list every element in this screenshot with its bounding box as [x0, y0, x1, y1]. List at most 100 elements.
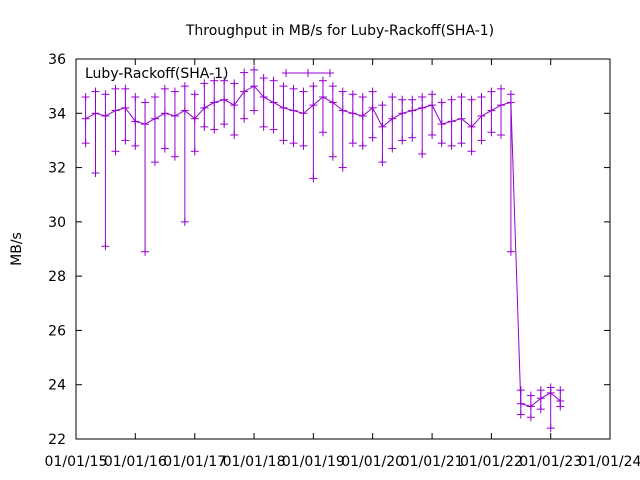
series-0-point-13 [210, 98, 219, 107]
series-0-low-point-25 [328, 152, 337, 161]
series-0-low-point-36 [437, 139, 446, 148]
series-0-high-point-48 [556, 386, 565, 395]
series-0-low-point-44 [516, 410, 525, 419]
series-0-point-9 [170, 112, 179, 120]
x-tick-label-2: 01/01/17 [163, 454, 226, 470]
series-0-high-point-38 [457, 93, 466, 101]
series-0-point-43 [506, 98, 515, 107]
series-0-high-point-4 [121, 84, 130, 93]
series-0-high-point-15 [230, 79, 239, 88]
series-0-high-point-37 [447, 95, 456, 104]
series-0-point-14 [220, 95, 229, 104]
x-tick-label-6: 01/01/21 [401, 454, 464, 470]
series-0-low-point-19 [269, 125, 278, 134]
series-0-low-point-41 [487, 128, 496, 137]
series-0-high-point-33 [408, 95, 417, 104]
series-group [81, 65, 565, 433]
series-0-high-point-39 [467, 95, 476, 104]
series-0-high-point-1 [91, 87, 100, 96]
series-0-low-point-35 [428, 131, 437, 139]
series-0-low-point-2 [101, 242, 110, 251]
series-0-low-point-28 [358, 141, 367, 150]
series-0-low-point-9 [170, 152, 179, 161]
series-0-point-20 [279, 103, 288, 112]
series-0-low-point-30 [378, 158, 387, 167]
series-0-high-point-36 [437, 98, 446, 107]
legend-marker-0 [282, 69, 290, 77]
series-0-low-point-27 [348, 139, 357, 148]
series-0-point-16 [240, 87, 249, 96]
series-0-high-point-20 [279, 82, 288, 91]
series-0-point-0 [81, 114, 90, 123]
series-0-high-point-16 [240, 68, 249, 77]
series-0-high-point-7 [150, 93, 159, 101]
series-0-high-point-26 [338, 87, 347, 96]
series-0-low-point-13 [210, 125, 219, 134]
series-0-point-17 [250, 82, 259, 91]
series-0-high-point-8 [160, 84, 169, 93]
series-0-high-point-13 [210, 76, 219, 85]
series-0-high-point-3 [111, 84, 120, 93]
series-0-point-39 [467, 122, 476, 131]
series-0-low-point-7 [150, 158, 159, 167]
series-0-high-point-14 [220, 76, 229, 85]
series-0-low-point-15 [230, 131, 239, 139]
series-0-point-33 [408, 106, 417, 115]
series-0-high-point-21 [289, 84, 298, 93]
series-0-low-point-22 [299, 141, 308, 150]
series-0-point-15 [230, 101, 239, 110]
series-0-point-4 [121, 103, 130, 112]
series-0-point-22 [299, 109, 308, 118]
series-0-point-41 [487, 106, 496, 115]
y-ticks: 22 24 26 28 30 32 34 36 [48, 52, 610, 448]
y-axis-label: MB/s [9, 232, 25, 266]
series-0-low-point-6 [141, 247, 150, 256]
series-0-high-point-44 [516, 386, 525, 395]
series-0-point-11 [190, 114, 199, 123]
series-0-point-7 [150, 114, 159, 123]
x-tick-label-8: 01/01/23 [519, 454, 582, 470]
y-tick-label-2: 26 [48, 323, 66, 339]
series-0-high-point-29 [368, 87, 377, 96]
series-0-point-19 [269, 98, 278, 107]
series-0-low-point-0 [81, 139, 90, 148]
series-0-low-point-1 [91, 169, 100, 177]
series-0-point-45 [526, 402, 535, 411]
series-0-point-5 [131, 117, 140, 126]
series-0-low-point-4 [121, 136, 130, 145]
series-0-point-23 [309, 101, 318, 110]
series-0-low-point-37 [447, 141, 456, 150]
series-0-high-point-11 [190, 90, 199, 99]
series-0-high-point-23 [309, 82, 318, 91]
series-0-high-point-6 [141, 98, 150, 107]
series-0-high-point-12 [200, 79, 209, 88]
series-0-high-point-47 [546, 383, 555, 392]
series-0-high-point-22 [299, 87, 308, 96]
series-0-point-40 [477, 112, 486, 120]
series-0-point-29 [368, 103, 377, 112]
series-0-high-point-42 [496, 84, 505, 93]
series-0-low-point-24 [318, 128, 327, 137]
series-0-low-point-40 [477, 136, 486, 145]
legend: Luby-Rackoff(SHA-1) [85, 66, 334, 82]
series-0-high-point-46 [536, 386, 545, 395]
series-0-low-point-48 [556, 402, 565, 411]
series-0-point-46 [536, 394, 545, 403]
series-0-high-point-24 [318, 76, 327, 85]
y-tick-label-5: 32 [48, 161, 66, 177]
series-0-low-point-26 [338, 163, 347, 172]
legend-marker-2 [326, 69, 334, 77]
series-0-high-point-18 [259, 74, 268, 82]
series-0-high-point-34 [418, 93, 427, 101]
series-0-point-8 [160, 109, 169, 118]
series-0-low-point-45 [526, 413, 535, 422]
legend-markers [282, 69, 334, 77]
series-0-point-36 [437, 120, 446, 129]
series-0-point-37 [447, 117, 456, 126]
x-tick-label-1: 01/01/16 [104, 454, 167, 470]
series-0-low-point-16 [240, 114, 249, 123]
series-0-point-25 [328, 98, 337, 107]
series-0-high-point-2 [101, 90, 110, 99]
x-tick-label-0: 01/01/15 [45, 454, 108, 470]
